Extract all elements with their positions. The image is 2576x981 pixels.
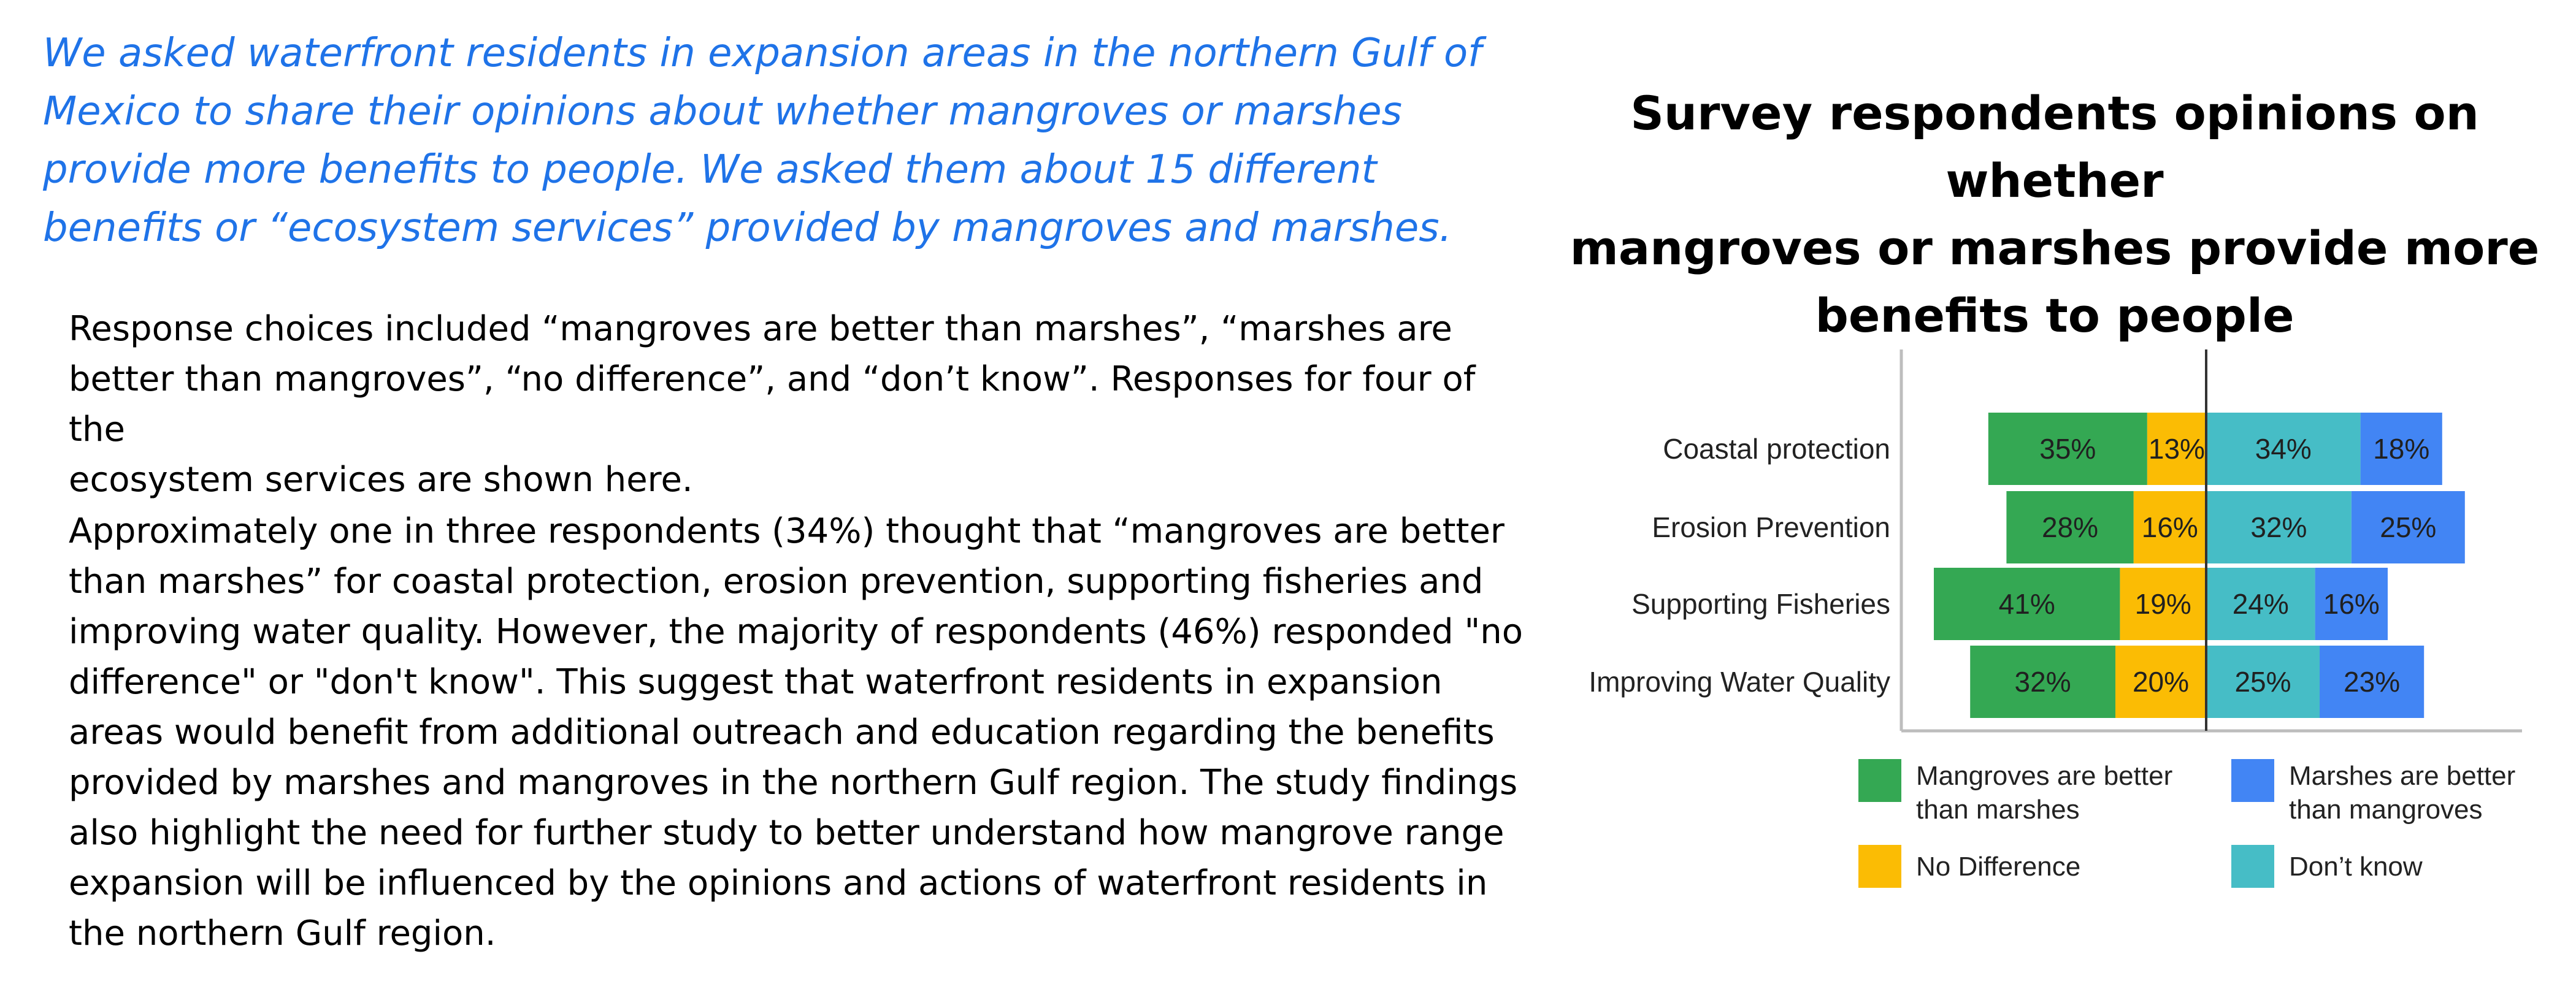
legend-label-line: than marshes (1916, 795, 2080, 825)
legend-label-line: than mangroves (2289, 795, 2483, 825)
chart-title: Survey respondents opinions on whether m… (1546, 80, 2564, 349)
paragraph-line: Response choices included “mangroves are… (69, 309, 1452, 349)
chart-title-line: benefits to people (1815, 288, 2294, 343)
bar-segment (2206, 646, 2320, 718)
category-label: Coastal protection (1663, 433, 1890, 465)
bar-segment (2115, 646, 2206, 718)
bar-segment (2133, 491, 2206, 563)
data-label: 19% (2135, 588, 2191, 620)
data-label: 32% (2250, 511, 2307, 543)
paragraph-line: areas would benefit from additional outr… (69, 712, 1495, 752)
data-label: 25% (2234, 666, 2291, 698)
data-label: 28% (2042, 511, 2098, 543)
bar-segment (2315, 568, 2388, 640)
bar-segment (1988, 413, 2147, 485)
legend-item-dont-know: Don’t know (2231, 845, 2576, 888)
response-choices-paragraph: Response choices included “mangroves are… (69, 304, 1528, 505)
intro-text: We asked waterfront residents in expansi… (43, 25, 1527, 258)
paragraph-line: improving water quality. However, the ma… (69, 612, 1523, 652)
paragraph-line: provided by marshes and mangroves in the… (69, 763, 1518, 803)
legend-label: No Difference (1916, 850, 2235, 884)
intro-line: provide more benefits to people. We aske… (43, 147, 1377, 193)
chart-title-line: mangroves or marshes provide more (1570, 221, 2540, 275)
bar-segment (1934, 568, 2120, 640)
paragraph-line: the northern Gulf region. (69, 914, 496, 953)
bar-segment (2206, 568, 2315, 640)
bar-segment (2206, 491, 2352, 563)
category-label: Improving Water Quality (1589, 666, 1890, 698)
data-label: 24% (2233, 588, 2289, 620)
data-label: 20% (2133, 666, 2189, 698)
paragraph-line: better than mangroves”, “no difference”,… (69, 359, 1476, 449)
legend-item-marshes-better: Marshes are better than mangroves (2231, 759, 2576, 826)
data-label: 41% (1999, 588, 2055, 620)
legend-label-line: Mangroves are better (1916, 761, 2173, 791)
paragraph-line: expansion will be influenced by the opin… (69, 863, 1488, 903)
bar-segment (2320, 646, 2425, 718)
data-label: 25% (2380, 511, 2436, 543)
legend-swatch (2231, 759, 2274, 802)
paragraph-line: than marshes” for coastal protection, er… (69, 562, 1484, 601)
category-label: Supporting Fisheries (1631, 588, 1890, 620)
intro-line: Mexico to share their opinions about whe… (43, 89, 1402, 134)
bar-segment (2120, 568, 2206, 640)
bar-segment (2351, 491, 2465, 563)
bar-segment (2006, 491, 2134, 563)
intro-line: benefits or “ecosystem services” provide… (43, 205, 1452, 251)
paragraph-line: ecosystem services are shown here. (69, 460, 693, 500)
data-label: 13% (2149, 433, 2205, 465)
bar-segment (2147, 413, 2206, 485)
bar-segment (1970, 646, 2115, 718)
category-label: Erosion Prevention (1652, 511, 1890, 543)
legend-item-mangroves-better: Mangroves are better than marshes (1858, 759, 2235, 826)
bar-segment (2206, 413, 2361, 485)
paragraph-line: also highlight the need for further stud… (69, 813, 1505, 853)
intro-line: We asked waterfront residents in expansi… (43, 31, 1482, 76)
legend-label-line: No Difference (1916, 852, 2081, 882)
data-label: 18% (2373, 433, 2429, 465)
legend-label: Marshes are better than mangroves (2289, 759, 2576, 826)
legend-label-line: Don’t know (2289, 852, 2423, 882)
chart-legend: Mangroves are better than marshes Marshe… (1858, 759, 2570, 912)
legend-label-line: Marshes are better (2289, 761, 2516, 791)
legend-label: Don’t know (2289, 850, 2576, 884)
data-label: 32% (2015, 666, 2071, 698)
paragraph-line: Approximately one in three respondents (… (69, 511, 1505, 551)
legend-item-no-difference: No Difference (1858, 845, 2235, 888)
legend-swatch (1858, 759, 1901, 802)
legend-label: Mangroves are better than marshes (1916, 759, 2235, 826)
data-label: 34% (2255, 433, 2312, 465)
data-label: 16% (2323, 588, 2380, 620)
chart-title-line: Survey respondents opinions on whether (1630, 86, 2479, 208)
bar-segment (2360, 413, 2442, 485)
paragraph-line: difference" or "don't know". This sugges… (69, 662, 1443, 702)
findings-paragraph: Approximately one in three respondents (… (69, 506, 1528, 959)
legend-swatch (1858, 845, 1901, 888)
data-label: 16% (2142, 511, 2198, 543)
data-label: 23% (2344, 666, 2400, 698)
legend-swatch (2231, 845, 2274, 888)
data-label: 35% (2039, 433, 2096, 465)
